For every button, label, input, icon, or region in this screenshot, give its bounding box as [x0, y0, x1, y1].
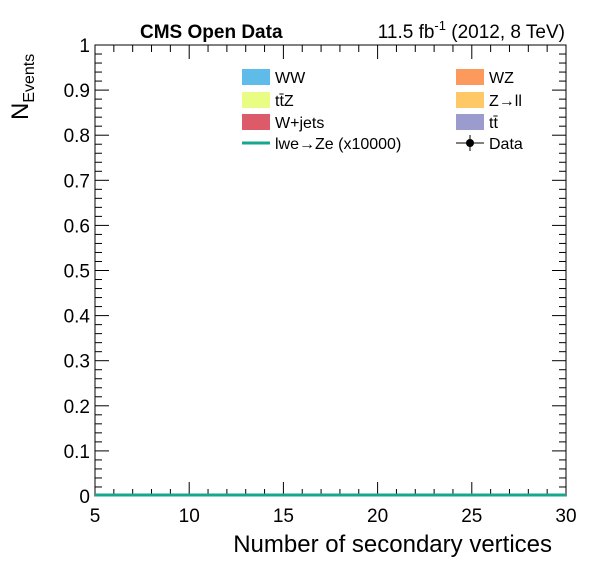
legend-label: WZ — [489, 70, 514, 87]
x-tick-label: 10 — [179, 506, 200, 527]
legend-swatch — [456, 92, 484, 108]
y-tick-label: 0.8 — [64, 126, 90, 147]
y-tick-label: 0 — [79, 487, 90, 508]
luminosity-label: 11.5 fb-1 (2012, 8 TeV) — [378, 18, 565, 43]
x-tick-label: 20 — [367, 506, 388, 527]
y-tick-label: 0.1 — [64, 442, 90, 463]
y-tick-label: 0.7 — [64, 171, 90, 192]
legend-label: Z→ll — [489, 93, 522, 110]
lumi-value: 11.5 fb — [378, 22, 435, 43]
y-tick-label: 0.6 — [64, 216, 90, 237]
y-tick-label: 0.3 — [64, 352, 90, 373]
legend-label: W+jets — [275, 115, 324, 132]
legend-label: tt̄ — [489, 115, 498, 132]
y-tick-label: 1 — [79, 36, 90, 57]
legend-swatch — [456, 114, 484, 130]
legend-label: Data — [489, 136, 523, 153]
legend-entry: lwe→Ze (x10000) — [242, 136, 401, 153]
legend-entry: tt̄ — [456, 114, 498, 132]
legend-entry: Data — [456, 135, 523, 153]
legend-label: WW — [275, 70, 306, 87]
y-axis-title-sub: Events — [21, 54, 38, 103]
legend-entry: WZ — [456, 69, 514, 87]
lumi-conditions: (2012, 8 TeV) — [446, 22, 565, 43]
x-axis-title: Number of secondary vertices — [233, 531, 552, 558]
y-tick-label: 0.5 — [64, 262, 90, 283]
legend-swatch — [242, 69, 270, 85]
svg-text:NEvents: NEvents — [7, 54, 38, 120]
y-axis-title-main: N — [7, 103, 34, 120]
legend-swatch — [242, 114, 270, 130]
x-tick-label: 15 — [273, 506, 294, 527]
legend-label: lwe→Ze (x10000) — [275, 136, 401, 153]
legend-swatch — [456, 69, 484, 85]
y-tick-label: 0.9 — [64, 81, 90, 102]
x-tick-label: 5 — [90, 506, 101, 527]
legend: WW WZ tt̄Z Z→ll W+jets tt̄ lwe→Ze (x10000) Data — [242, 69, 523, 153]
x-tick-label: 30 — [555, 506, 576, 527]
legend-label: tt̄Z — [275, 93, 294, 110]
lumi-exponent: -1 — [434, 18, 446, 33]
y-tick-label: 0.2 — [64, 397, 90, 418]
legend-entry: WW — [242, 69, 306, 87]
legend-entry: Z→ll — [456, 92, 522, 110]
experiment-label: CMS Open Data — [140, 22, 283, 43]
legend-entry: tt̄Z — [242, 92, 294, 110]
legend-entry: W+jets — [242, 114, 324, 132]
plot-frame — [94, 44, 567, 497]
y-axis-title: NEvents — [7, 54, 38, 120]
y-tick-label: 0.4 — [64, 307, 91, 328]
x-tick-label: 25 — [461, 506, 482, 527]
legend-marker-dot — [466, 139, 474, 147]
axis-ticks — [94, 44, 567, 497]
axis-tick-labels: 5 10 15 20 25 30 0 0.1 0.2 0.3 0.4 0.5 0.6 0.7 0.8 0.9 1 — [64, 36, 577, 527]
legend-swatch — [242, 92, 270, 108]
